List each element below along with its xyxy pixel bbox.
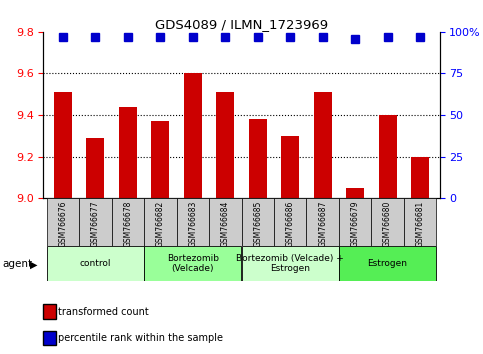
Text: Estrogen: Estrogen xyxy=(368,259,408,268)
Text: transformed count: transformed count xyxy=(58,307,149,316)
Text: GSM766684: GSM766684 xyxy=(221,201,230,247)
Text: GSM766677: GSM766677 xyxy=(91,201,100,247)
Bar xyxy=(54,92,72,198)
Text: ▶: ▶ xyxy=(30,259,38,269)
Bar xyxy=(151,121,169,198)
Text: Bortezomib (Velcade) +
Estrogen: Bortezomib (Velcade) + Estrogen xyxy=(236,254,344,273)
Bar xyxy=(86,138,104,198)
Bar xyxy=(281,136,299,198)
Bar xyxy=(379,115,397,198)
Text: control: control xyxy=(80,259,111,268)
Bar xyxy=(144,246,242,281)
Bar xyxy=(411,156,429,198)
Text: GSM766682: GSM766682 xyxy=(156,201,165,247)
Bar xyxy=(47,246,144,281)
Bar xyxy=(339,198,371,246)
Bar xyxy=(346,188,364,198)
Text: Bortezomib
(Velcade): Bortezomib (Velcade) xyxy=(167,254,219,273)
Text: agent: agent xyxy=(2,259,32,269)
Text: GSM766676: GSM766676 xyxy=(58,201,68,247)
Text: GSM766687: GSM766687 xyxy=(318,201,327,247)
Bar xyxy=(112,198,144,246)
Bar xyxy=(306,198,339,246)
Text: GSM766679: GSM766679 xyxy=(351,201,360,247)
Text: GSM766686: GSM766686 xyxy=(286,201,295,247)
Bar xyxy=(339,246,436,281)
Bar xyxy=(242,198,274,246)
Title: GDS4089 / ILMN_1723969: GDS4089 / ILMN_1723969 xyxy=(155,18,328,31)
Text: GSM766683: GSM766683 xyxy=(188,201,197,247)
Bar xyxy=(177,198,209,246)
Bar xyxy=(184,73,202,198)
Bar xyxy=(79,198,112,246)
Bar xyxy=(314,92,332,198)
Bar xyxy=(242,246,339,281)
Bar xyxy=(144,198,177,246)
Bar xyxy=(216,92,234,198)
Text: percentile rank within the sample: percentile rank within the sample xyxy=(58,333,223,343)
Bar xyxy=(249,119,267,198)
Text: GSM766680: GSM766680 xyxy=(383,201,392,247)
Bar xyxy=(47,198,79,246)
Text: GSM766685: GSM766685 xyxy=(253,201,262,247)
Bar xyxy=(371,198,404,246)
Text: GSM766681: GSM766681 xyxy=(415,201,425,247)
Text: GSM766678: GSM766678 xyxy=(123,201,132,247)
Bar xyxy=(404,198,436,246)
Bar xyxy=(119,107,137,198)
Bar xyxy=(209,198,242,246)
Bar xyxy=(274,198,306,246)
